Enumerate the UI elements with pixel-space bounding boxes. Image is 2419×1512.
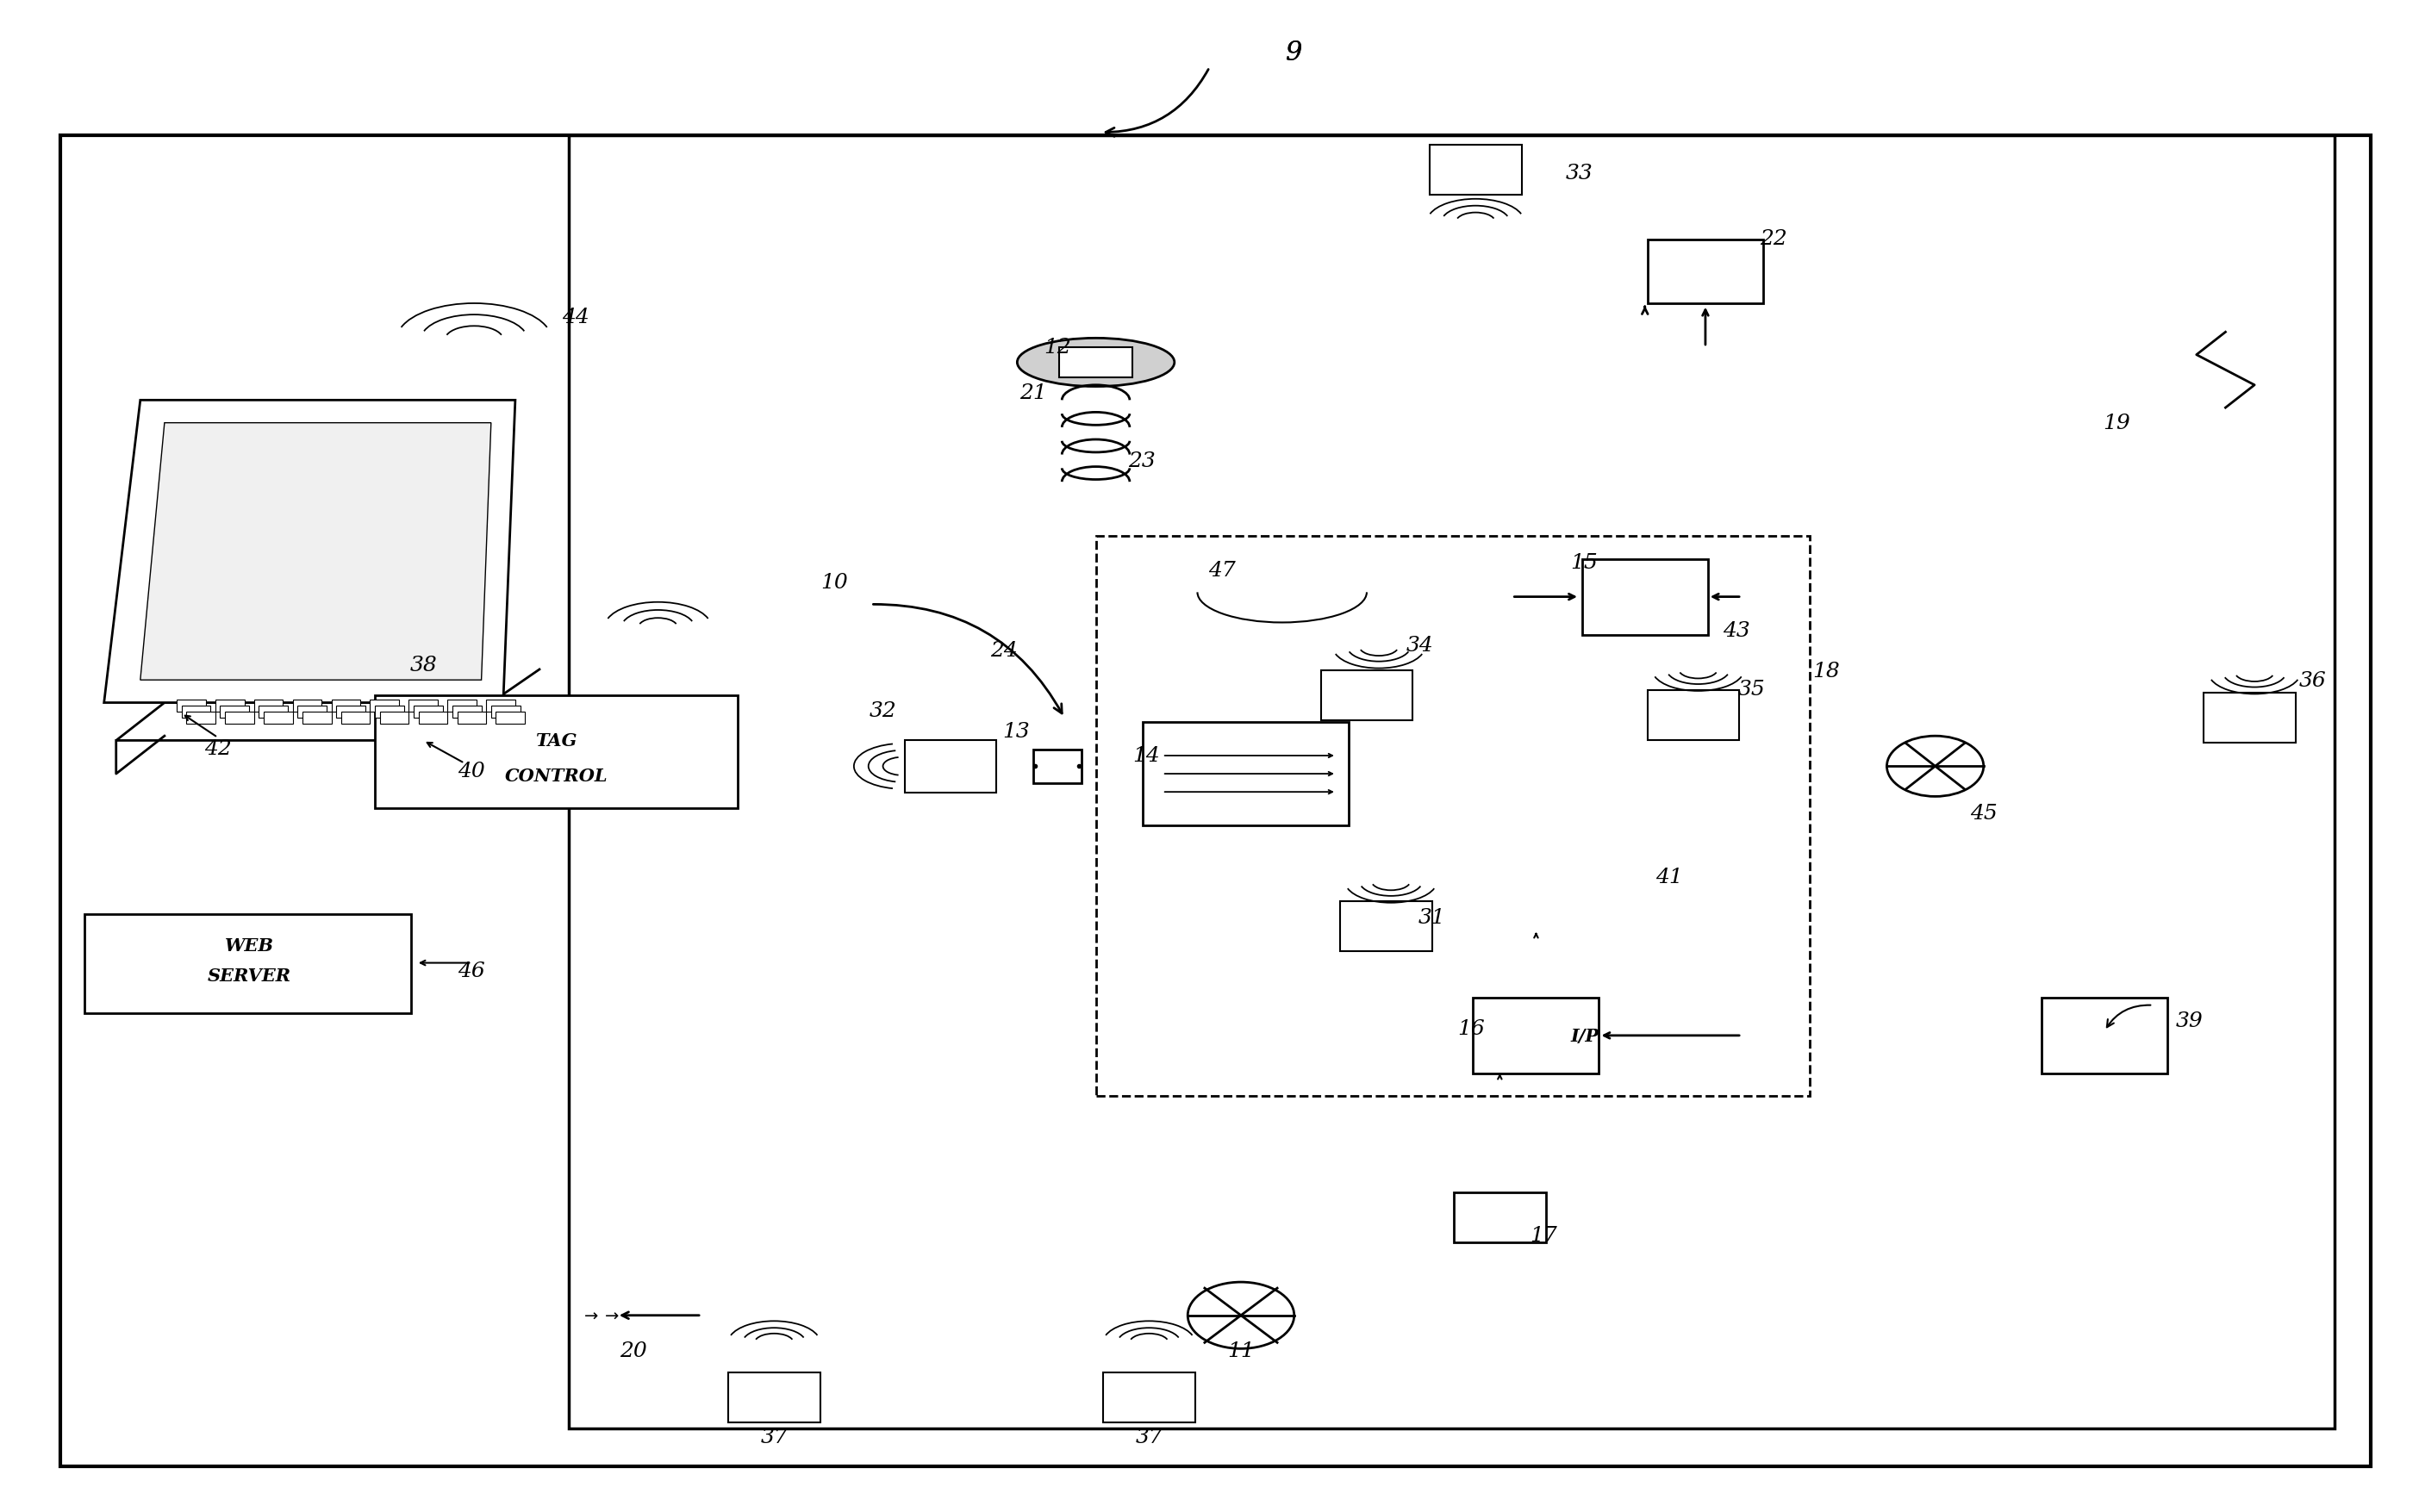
Bar	[225, 712, 254, 724]
Text: 40: 40	[457, 761, 486, 782]
Bar	[264, 712, 293, 724]
Text: 17: 17	[1529, 1225, 1558, 1246]
Bar	[380, 712, 409, 724]
Bar	[1103, 1373, 1195, 1421]
Text: 12: 12	[1043, 337, 1072, 358]
Bar	[2204, 692, 2296, 742]
Bar	[491, 706, 520, 718]
Text: 36: 36	[2298, 670, 2327, 691]
Text: 34: 34	[1405, 635, 1434, 656]
Polygon shape	[140, 423, 491, 680]
Text: CONTROL: CONTROL	[506, 767, 607, 785]
Bar	[1647, 689, 1739, 739]
Bar	[414, 706, 443, 718]
Text: 38: 38	[409, 655, 438, 676]
Text: 41: 41	[1655, 866, 1684, 888]
Text: 22: 22	[1759, 228, 1788, 249]
Text: 31: 31	[1418, 907, 1447, 928]
Text: TAG: TAG	[535, 732, 578, 750]
Text: 18: 18	[1812, 661, 1841, 682]
Bar	[1096, 537, 1809, 1096]
Bar	[457, 712, 486, 724]
Bar	[375, 696, 738, 809]
Text: 35: 35	[1737, 679, 1766, 700]
Text: 15: 15	[1570, 552, 1599, 573]
Text: 13: 13	[1001, 721, 1030, 742]
Bar	[85, 915, 411, 1013]
Bar	[220, 706, 249, 718]
Bar	[452, 706, 481, 718]
Bar	[298, 706, 327, 718]
Bar	[486, 700, 515, 712]
Bar	[2042, 998, 2167, 1074]
Bar	[1033, 750, 1081, 783]
Text: 37: 37	[1135, 1426, 1164, 1447]
Text: 20: 20	[619, 1340, 648, 1361]
Bar	[60, 136, 2371, 1467]
Text: 16: 16	[1456, 1018, 1485, 1039]
Text: 10: 10	[820, 572, 849, 593]
FancyArrowPatch shape	[2107, 1005, 2150, 1028]
Bar	[370, 700, 399, 712]
Bar	[1582, 559, 1708, 635]
Text: 46: 46	[457, 960, 486, 981]
Bar	[568, 136, 2334, 1429]
Text: 19: 19	[2102, 413, 2131, 434]
Bar	[409, 700, 438, 712]
Bar	[1321, 670, 1413, 720]
Text: 14: 14	[1132, 745, 1161, 767]
Text: 47: 47	[1207, 559, 1236, 581]
Text: 37: 37	[760, 1426, 789, 1447]
Bar	[1454, 1191, 1546, 1243]
Bar	[905, 741, 997, 792]
Bar	[496, 712, 525, 724]
Bar	[448, 700, 477, 712]
FancyArrowPatch shape	[1105, 70, 1210, 138]
Bar	[341, 712, 370, 724]
Text: 23: 23	[1127, 451, 1156, 472]
Bar	[186, 712, 215, 724]
Text: 32: 32	[868, 700, 897, 721]
Polygon shape	[116, 703, 539, 741]
Bar	[181, 706, 210, 718]
Bar	[215, 700, 244, 712]
Bar	[418, 712, 448, 724]
Text: 9: 9	[1287, 39, 1301, 67]
Text: 33: 33	[1565, 163, 1594, 184]
Text: I/P: I/P	[1570, 1027, 1599, 1045]
Bar	[259, 706, 288, 718]
Polygon shape	[104, 401, 515, 703]
Text: 39: 39	[2175, 1010, 2204, 1031]
Ellipse shape	[1016, 339, 1176, 387]
Bar	[728, 1373, 820, 1421]
Bar	[293, 700, 322, 712]
Bar	[1060, 348, 1132, 378]
Text: 43: 43	[1722, 620, 1751, 641]
Bar	[1647, 240, 1763, 304]
Text: 44: 44	[561, 307, 590, 328]
Text: 24: 24	[989, 640, 1018, 661]
Text: 21: 21	[1018, 383, 1047, 404]
Bar	[1340, 901, 1432, 953]
Text: 42: 42	[203, 738, 232, 759]
Bar	[336, 706, 365, 718]
Text: $\rightarrow\rightarrow$: $\rightarrow\rightarrow$	[581, 1306, 619, 1321]
Bar	[254, 700, 283, 712]
Bar	[331, 700, 360, 712]
FancyArrowPatch shape	[873, 605, 1062, 714]
Bar	[1430, 145, 1522, 195]
Text: 45: 45	[1969, 803, 1998, 824]
Bar	[302, 712, 331, 724]
Bar	[1473, 998, 1599, 1074]
Text: WEB: WEB	[225, 936, 273, 954]
Text: 9: 9	[1287, 39, 1301, 67]
Text: SERVER: SERVER	[208, 966, 290, 984]
Bar	[1144, 723, 1350, 826]
Text: 11: 11	[1226, 1340, 1255, 1361]
Bar	[177, 700, 206, 712]
Bar	[375, 706, 404, 718]
